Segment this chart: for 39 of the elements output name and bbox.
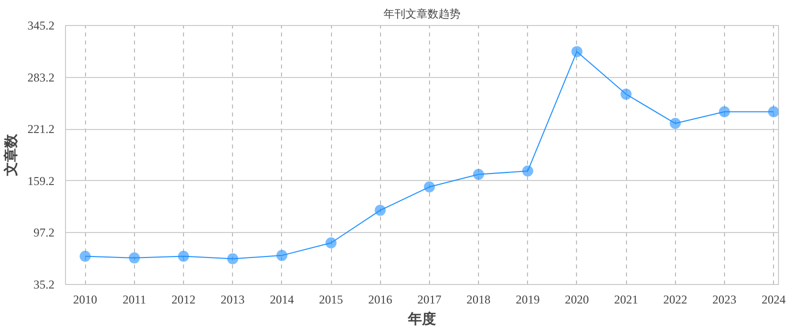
point [178,250,190,262]
y-axis-title: 文章数 [2,133,20,177]
point [522,166,534,177]
x-tick-label: 2019 [516,292,540,306]
x-tick-label: 2024 [762,292,786,306]
point [768,106,778,118]
x-tick-label: 2016 [368,292,392,306]
x-tick-label: 2012 [172,292,196,306]
x-tick-label: 2010 [73,292,98,306]
point [718,106,730,118]
point [571,46,582,58]
point [473,168,484,180]
y-tick-label: 345.2 [28,18,54,32]
x-axis-title: 年度 [407,310,436,328]
x-tick-label: 2022 [663,292,688,306]
chart-title: 年刊文章数趋势 [384,8,460,20]
x-tick-label: 2018 [466,292,491,306]
x-tick-label: 2014 [270,292,294,306]
point [128,252,140,264]
x-tick-label: 2017 [417,292,442,306]
point [424,181,435,192]
point [670,118,681,129]
point [374,204,386,216]
x-tick-label: 2015 [319,292,344,306]
x-tick-label: 2021 [614,292,638,306]
x-tick-label: 2023 [712,292,736,306]
y-tick-label: 159.2 [28,174,54,188]
y-tick-label: 35.2 [34,278,54,292]
x-tick-label: 2020 [564,292,589,306]
point [276,250,288,261]
point [80,250,91,262]
point [326,237,337,248]
y-tick-label: 97.2 [34,226,54,240]
point [620,88,632,100]
x-tick-label: 2011 [122,292,146,306]
x-tick-label: 2013 [220,292,245,306]
y-tick-label: 221.2 [28,122,54,136]
point [227,253,238,264]
y-tick-label: 283.2 [28,70,54,84]
